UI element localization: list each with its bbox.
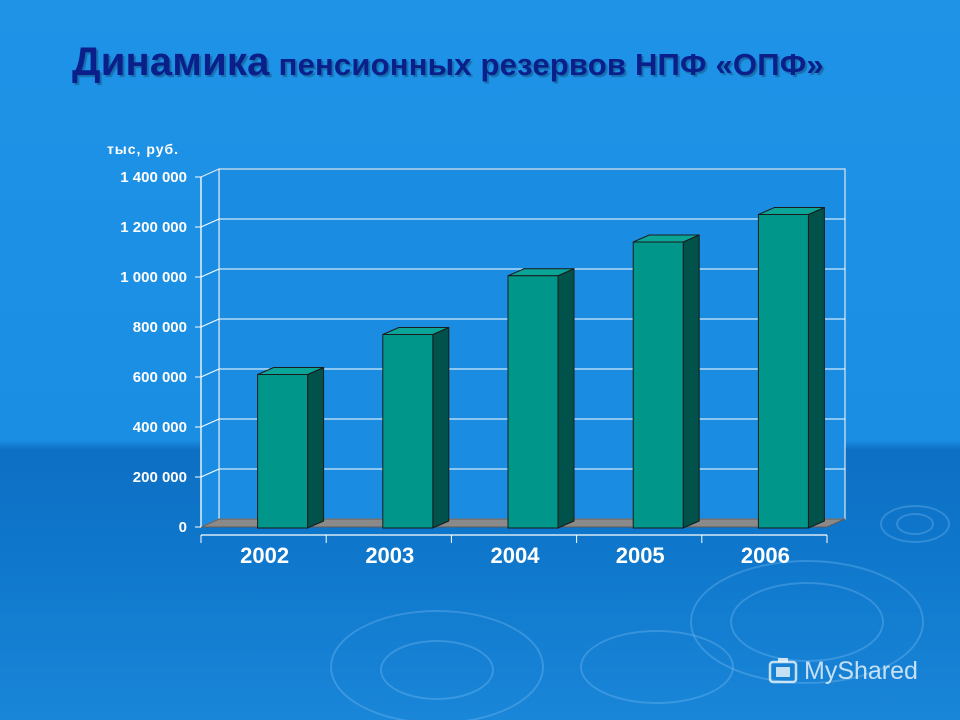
title-part-2: пенсионных резервов НПФ «ОПФ»: [278, 47, 824, 82]
y-tick-label: 0: [179, 519, 187, 536]
slide-title: Динамика пенсионных резервов НПФ «ОПФ»: [72, 40, 824, 85]
ripple-decoration: [880, 505, 950, 543]
bar: [632, 241, 684, 529]
y-tick-label: 200 000: [133, 469, 187, 486]
bar-side: [807, 206, 825, 529]
gridline: [200, 468, 220, 478]
ripple-decoration: [330, 610, 544, 720]
y-tick-label: 1 000 000: [120, 269, 187, 286]
x-tick-label: 2005: [616, 543, 665, 568]
x-tick-label: 2002: [240, 543, 289, 568]
bar-side: [432, 326, 450, 529]
gridline: [200, 318, 220, 328]
title-part-1: Динамика: [72, 40, 270, 84]
gridline: [200, 368, 220, 378]
y-tick-label: 1 400 000: [120, 169, 187, 186]
x-tick-label: 2004: [491, 543, 541, 568]
ripple-decoration: [380, 640, 494, 700]
y-tick-label: 800 000: [133, 319, 187, 336]
y-tick-label: 400 000: [133, 419, 187, 436]
myshared-logo-icon: [768, 658, 798, 684]
bar: [757, 214, 809, 529]
gridline: [200, 218, 220, 228]
bar-side: [557, 267, 575, 529]
bar-side: [307, 366, 325, 529]
bar-side: [682, 234, 700, 529]
bar: [507, 275, 559, 529]
watermark-text: MyShared: [804, 656, 918, 685]
y-tick-label: 600 000: [133, 369, 187, 386]
ripple-decoration: [730, 582, 884, 662]
watermark: MyShared: [768, 656, 918, 686]
ripple-decoration: [580, 630, 734, 704]
y-axis-title: тыс, руб.: [107, 141, 179, 157]
ripple-decoration: [896, 513, 934, 535]
x-tick-label: 2003: [365, 543, 414, 568]
gridline: [200, 268, 220, 278]
x-tick-label: 2006: [741, 543, 790, 568]
gridline: [200, 418, 220, 428]
y-tick-label: 1 200 000: [120, 219, 187, 236]
bar: [382, 334, 434, 529]
bar: [257, 374, 309, 529]
ripple-decoration: [690, 560, 924, 684]
